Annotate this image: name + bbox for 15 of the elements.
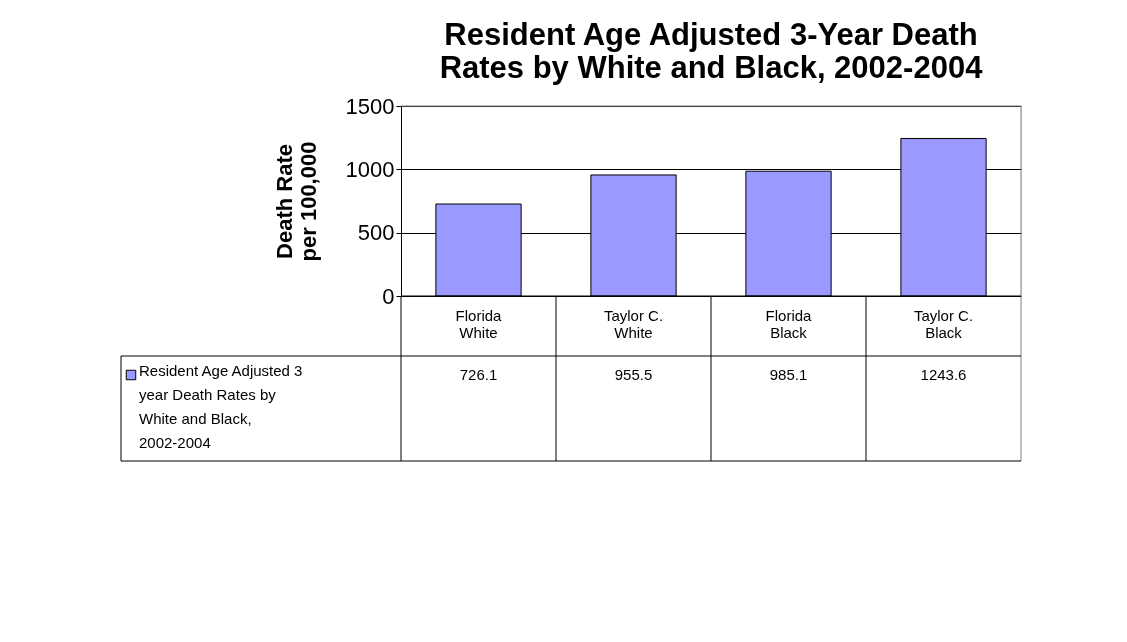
legend-label: Resident Age Adjusted 3 year Death Rates by White and Black, 2002-2004 (139, 362, 303, 451)
x-tick-label: Taylor C. Black (913, 306, 974, 341)
y-tick-label: 500 (357, 220, 395, 246)
data-label: 1243.6 (920, 366, 967, 383)
data-label: 726.1 (459, 366, 498, 383)
y-tick-label: 0 (382, 283, 395, 309)
x-tick-label: Florida Black (765, 306, 813, 341)
y-tick-label: 1000 (345, 156, 395, 182)
data-label: 985.1 (769, 366, 808, 383)
y-tick-label: 1500 (345, 93, 395, 119)
chart-title: Resident Age Adjusted 3-Year Death Rates by White and Black, 2002-2004 (439, 17, 984, 85)
y-axis-title: Death Rate per 100,000 (271, 141, 321, 262)
data-label: 955.5 (614, 366, 653, 383)
x-tick-label: Taylor C. White (603, 306, 664, 341)
x-tick-label: Florida White (455, 306, 503, 341)
